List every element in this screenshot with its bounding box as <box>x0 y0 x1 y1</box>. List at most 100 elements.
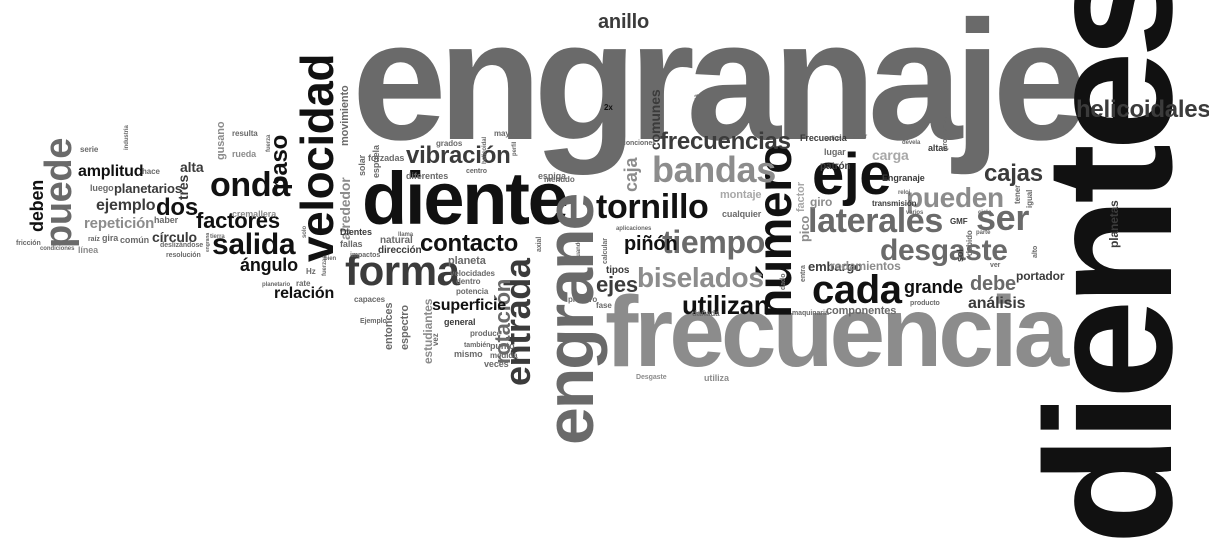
word-frecuencias: frecuencias <box>660 128 791 155</box>
word-contacto: contacto <box>420 230 519 257</box>
word-tener: tener <box>1013 184 1022 204</box>
word-sol: sol <box>955 249 965 262</box>
word-pueden: pueden <box>906 182 1004 213</box>
word-dos: dos <box>156 194 198 221</box>
word-espectro: espectro <box>399 305 411 350</box>
word-veces: veces <box>484 359 509 369</box>
word-factor: factor <box>795 182 807 212</box>
word-helicoidales: helicoidales <box>1076 96 1209 123</box>
word-eje: eje <box>812 142 891 207</box>
word-igual: igual <box>1025 189 1034 208</box>
word-entra: entra <box>800 265 807 282</box>
word-friccion: fricción <box>16 240 41 247</box>
word-maquinaria: maquinaria <box>792 310 829 317</box>
word-giro: giro <box>810 195 833 209</box>
word-frecuencia-small: Frecuencia <box>800 133 847 143</box>
word-cuando: cuando <box>576 239 582 260</box>
word-general: general <box>444 317 476 327</box>
word-primero: primero <box>568 295 598 304</box>
word-varios: varios <box>906 210 924 216</box>
word-tipos: tipos <box>606 265 630 276</box>
word-gusano: gusano <box>215 121 227 160</box>
word-circular: circular <box>846 134 868 140</box>
word-resolucion: resolución <box>166 252 201 259</box>
word-patron: patrón <box>820 161 851 172</box>
word-vibracion: vibración <box>406 142 511 169</box>
word-forma: forma <box>345 247 460 294</box>
word-forzadas: forzadas <box>368 153 405 163</box>
word-parte: parte <box>976 230 991 236</box>
word-planetarios: planetarios <box>114 181 182 196</box>
word-bien: bien <box>324 256 337 262</box>
word-tambien: también <box>464 342 491 349</box>
word-impactos: impactos <box>350 252 381 259</box>
word-superficie: superficie <box>432 297 506 314</box>
word-rate: rate <box>296 279 311 288</box>
word-resulta: resulta <box>232 129 258 138</box>
word-ejes: ejes <box>596 272 638 297</box>
word-gira: gira <box>102 233 119 243</box>
word-tiempo: tiempo <box>662 224 765 260</box>
word-analisis: análisis <box>968 295 1026 312</box>
word-utiliza: utiliza <box>704 373 729 383</box>
word-utilizan: utilizan <box>682 290 770 320</box>
word-embargo: embargo <box>808 259 862 274</box>
word-planetas: planetas <box>1107 200 1121 248</box>
word-rueda: rueda <box>232 149 257 159</box>
word-rodamientos: rodamientos <box>830 259 901 273</box>
word-grande: grande <box>904 277 963 297</box>
word-portador: portador <box>1016 269 1065 283</box>
word-menudo: menudo <box>544 175 575 184</box>
word-engranaje: engranaje <box>352 0 1087 176</box>
word-amplitud: amplitud <box>78 163 144 180</box>
word-fuerzas: fuerzas <box>322 255 328 276</box>
word-espuela: espuela <box>371 145 381 178</box>
word-comun: común <box>120 235 150 245</box>
word-planetario: planetario <box>262 282 291 288</box>
word-movimiento: movimiento <box>339 85 351 146</box>
word-montaje: montaje <box>720 189 762 201</box>
word-devela: devela <box>902 140 921 146</box>
word-velocidad: velocidad <box>291 53 343 262</box>
word-dentro: dentro <box>456 277 481 286</box>
word-fuerza: fuerza <box>266 134 272 152</box>
word-raiz: raíz <box>88 236 100 243</box>
word-repeticion: repetición <box>84 215 155 232</box>
word-ver: ver <box>990 262 1001 269</box>
word-ser: ser <box>976 197 1029 238</box>
word-espiga: espiga <box>538 171 566 181</box>
word-degaste: Desgaste <box>636 374 667 381</box>
word-engrana: engrana <box>205 232 211 252</box>
word-salida: salida <box>212 228 296 261</box>
word-danada: dañada <box>692 309 720 318</box>
word-medida: medida <box>490 351 518 360</box>
word-punto: punto <box>490 341 515 351</box>
word-linea: línea <box>78 245 99 255</box>
word-cremallera: cremallera <box>232 209 277 219</box>
word-llama: llama <box>398 232 414 238</box>
word-serie: serie <box>80 145 99 154</box>
word-hace: hace <box>142 167 160 176</box>
word-luego: luego <box>90 183 114 193</box>
word-helicoidal: helicoidal <box>482 136 488 164</box>
word-laterales: laterales <box>808 202 943 240</box>
word-axial: axial <box>536 236 543 252</box>
word-produce: produce <box>470 329 501 338</box>
word-cualquier: cualquier <box>722 209 762 219</box>
word-tierra: tierra <box>210 234 225 240</box>
word-radios: radios <box>824 136 842 142</box>
word-producto: producto <box>910 300 940 307</box>
word-tres: tres <box>175 174 191 200</box>
word-componentes: componentes <box>826 305 897 317</box>
word-dientes-small: Dientes <box>340 227 372 237</box>
word-deslizandose: deslizándose <box>160 242 204 249</box>
word-diferentes: diferentes <box>406 171 449 181</box>
word-onda: onda <box>210 166 290 204</box>
word-relacion: relación <box>274 285 335 302</box>
word-grados: grados <box>436 139 463 148</box>
word-condiciones: condiciones <box>40 246 75 252</box>
word-frecuencia: frecuencia <box>605 276 1069 388</box>
word-haber: haber <box>154 215 179 225</box>
word-altas: altas <box>928 143 949 153</box>
